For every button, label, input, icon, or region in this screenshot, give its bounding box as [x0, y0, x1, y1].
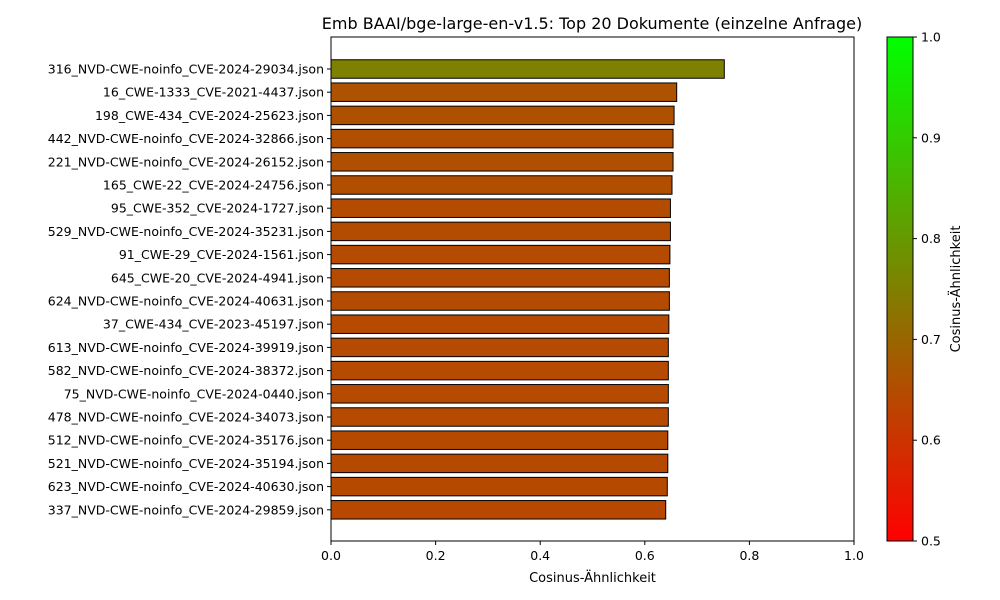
x-tick-label: 0.4 — [530, 548, 550, 563]
colorbar-tick-label: 0.5 — [921, 534, 941, 549]
category-label: 221_NVD-CWE-noinfo_CVE-2024-26152.json — [48, 154, 324, 169]
bar — [330, 407, 669, 427]
category-label: 582_NVD-CWE-noinfo_CVE-2024-38372.json — [48, 363, 324, 378]
category-label: 613_NVD-CWE-noinfo_CVE-2024-39919.json — [48, 340, 324, 355]
bar — [330, 128, 674, 149]
bar — [330, 198, 671, 218]
category-label: 529_NVD-CWE-noinfo_CVE-2024-35231.json — [48, 224, 324, 239]
plot-frame — [330, 36, 855, 542]
colorbar-tick-label: 1.0 — [921, 30, 941, 45]
category-labels-group: 316_NVD-CWE-noinfo_CVE-2024-29034.json 16… — [48, 62, 331, 517]
bar — [330, 314, 670, 334]
x-tick-label: 0.6 — [635, 548, 655, 563]
x-axis-label: Cosinus-Ähnlichkeit — [529, 570, 656, 586]
x-tick-label: 1.0 — [844, 548, 864, 563]
bar — [330, 244, 671, 265]
category-label: 337_NVD-CWE-noinfo_CVE-2024-29859.json — [48, 502, 324, 517]
colorbar-tick-label: 0.7 — [921, 332, 941, 347]
colorbar-tick-label: 0.9 — [921, 130, 941, 145]
category-label: 512_NVD-CWE-noinfo_CVE-2024-35176.json — [48, 433, 324, 448]
bar — [330, 221, 671, 242]
colorbar-tick-label: 0.6 — [921, 433, 941, 448]
x-tick-label: 0.8 — [739, 548, 759, 563]
bars-group — [330, 59, 725, 520]
colorbar-tick-label: 0.8 — [921, 231, 941, 246]
bar — [330, 291, 670, 311]
bar — [330, 360, 669, 381]
bar — [330, 476, 668, 497]
bar — [330, 175, 673, 195]
bar — [330, 453, 669, 474]
category-label: 623_NVD-CWE-noinfo_CVE-2024-40630.json — [48, 479, 324, 494]
category-label: 91_CWE-29_CVE-2024-1561.json — [119, 247, 324, 262]
category-label: 645_CWE-20_CVE-2024-4941.json — [111, 270, 324, 285]
bar — [330, 337, 669, 358]
bar — [330, 430, 669, 450]
chart-title: Emb BAAI/bge-large-en-v1.5: Top 20 Dokum… — [322, 14, 862, 33]
category-label: 16_CWE-1333_CVE-2021-4437.json — [103, 85, 324, 100]
bar — [330, 105, 675, 126]
x-axis: 0.0 0.2 0.4 0.6 0.8 1.0 — [321, 541, 864, 563]
category-label: 75_NVD-CWE-noinfo_CVE-2024-0440.json — [64, 386, 324, 401]
x-tick-label: 0.0 — [321, 548, 341, 563]
bar — [330, 152, 674, 172]
colorbar-label: Cosinus-Ähnlichkeit — [948, 226, 964, 353]
bar — [330, 268, 670, 288]
bar — [330, 59, 725, 79]
category-label: 198_CWE-434_CVE-2024-25623.json — [95, 108, 324, 123]
bar — [330, 384, 669, 404]
category-label: 478_NVD-CWE-noinfo_CVE-2024-34073.json — [48, 410, 324, 425]
category-label: 442_NVD-CWE-noinfo_CVE-2024-32866.json — [48, 131, 324, 146]
category-label: 624_NVD-CWE-noinfo_CVE-2024-40631.json — [48, 294, 324, 309]
category-label: 316_NVD-CWE-noinfo_CVE-2024-29034.json — [48, 62, 324, 77]
colorbar — [886, 36, 914, 542]
category-label: 165_CWE-22_CVE-2024-24756.json — [103, 178, 324, 193]
bar — [330, 500, 667, 520]
bar — [330, 82, 678, 102]
colorbar-ticks: 0.5 0.6 0.7 0.8 0.9 1.0 — [913, 30, 941, 549]
category-label: 95_CWE-352_CVE-2024-1727.json — [111, 201, 324, 216]
category-label: 521_NVD-CWE-noinfo_CVE-2024-35194.json — [48, 456, 324, 471]
x-tick-label: 0.2 — [426, 548, 446, 563]
category-label: 37_CWE-434_CVE-2023-45197.json — [103, 317, 324, 332]
